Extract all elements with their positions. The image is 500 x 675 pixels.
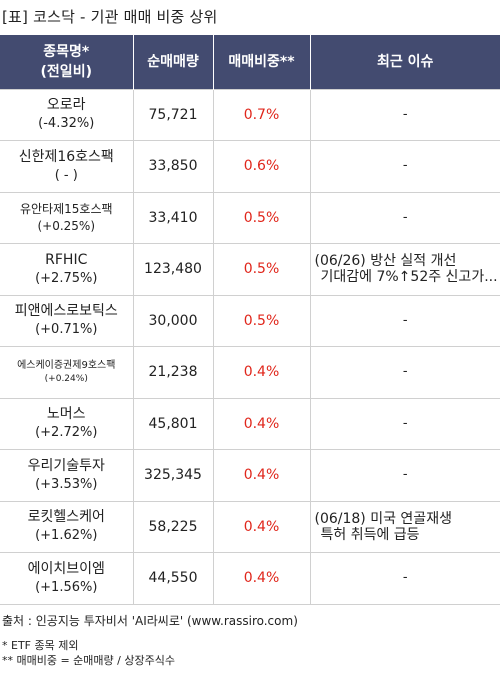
stock-name: 피앤에스로보틱스 bbox=[14, 303, 118, 320]
header-name: 종목명* (전일비) bbox=[0, 35, 133, 89]
table-row: 우리기술투자 (+3.53%) 325,345 0.4% - bbox=[0, 449, 500, 502]
net-volume: 30,000 bbox=[132, 295, 213, 347]
issue-line: - bbox=[402, 570, 408, 586]
table-row: 노머스 (+2.72%) 45,801 0.4% - bbox=[0, 398, 500, 450]
stock-name: 에스케이증권제9호스팩 bbox=[17, 359, 116, 371]
recent-issue: - bbox=[309, 140, 500, 193]
issue-line: - bbox=[402, 364, 408, 380]
stock-change: (+3.53%) bbox=[35, 476, 98, 492]
stock-name-cell: 피앤에스로보틱스 (+0.71%) bbox=[0, 295, 133, 347]
stock-change: (+1.62%) bbox=[35, 528, 98, 544]
stock-name: RFHIC bbox=[45, 251, 88, 268]
table-row: 에스케이증권제9호스팩 (+0.24%) 21,238 0.4% - bbox=[0, 346, 500, 399]
recent-issue: - bbox=[309, 192, 500, 244]
trading-ratio: 0.4% bbox=[212, 501, 310, 553]
stock-change: (-4.32%) bbox=[38, 116, 95, 132]
table-row: 신한제16호스팩 ( - ) 33,850 0.6% - bbox=[0, 140, 500, 193]
issue-line: (06/18) 미국 연골재생 bbox=[314, 510, 452, 527]
net-volume: 33,410 bbox=[132, 192, 213, 244]
trading-ratio: 0.4% bbox=[212, 398, 310, 450]
recent-issue: - bbox=[309, 346, 500, 399]
page-title: [표] 코스닥 - 기관 매매 비중 상위 bbox=[2, 8, 218, 26]
stock-name: 오로라 bbox=[46, 97, 86, 114]
issue-line: 기대감에 7%↑52주 신고가... bbox=[320, 269, 498, 286]
stock-name-cell: RFHIC (+2.75%) bbox=[0, 243, 133, 296]
stock-name-cell: 노머스 (+2.72%) bbox=[0, 398, 133, 450]
issue-line: - bbox=[402, 415, 408, 431]
stock-name: 신한제16호스팩 bbox=[18, 148, 114, 165]
net-volume: 325,345 bbox=[132, 449, 213, 502]
table-row: RFHIC (+2.75%) 123,480 0.5% (06/26) 방산 실적 개선… bbox=[0, 243, 500, 296]
recent-issue: - bbox=[309, 295, 500, 347]
stock-name: 유안타제15호스팩 bbox=[19, 201, 113, 216]
net-volume: 123,480 bbox=[132, 243, 213, 296]
stock-name-cell: 오로라 (-4.32%) bbox=[0, 88, 133, 141]
net-volume: 58,225 bbox=[132, 501, 213, 553]
stock-name: 로킷헬스케어 bbox=[27, 509, 105, 526]
table-row: 오로라 (-4.32%) 75,721 0.7% - bbox=[0, 88, 500, 141]
stock-name: 우리기술투자 bbox=[27, 457, 105, 474]
header-ratio: 매매비중** bbox=[212, 35, 310, 89]
table-row: 피앤에스로보틱스 (+0.71%) 30,000 0.5% - bbox=[0, 295, 500, 347]
recent-issue[interactable]: (06/18) 미국 연골재생 특허 취득에 급등 bbox=[309, 501, 500, 553]
trading-ratio: 0.4% bbox=[212, 346, 310, 399]
stock-change: (+0.24%) bbox=[44, 373, 88, 384]
trading-ratio: 0.6% bbox=[212, 140, 310, 193]
stock-change: (+2.72%) bbox=[35, 425, 98, 441]
trading-ratio: 0.4% bbox=[212, 449, 310, 502]
recent-issue: - bbox=[309, 398, 500, 450]
stock-change: ( - ) bbox=[54, 167, 78, 183]
footnote-etf: * ETF 종목 제외 bbox=[2, 639, 79, 652]
net-volume: 21,238 bbox=[132, 346, 213, 399]
net-volume: 44,550 bbox=[132, 552, 213, 605]
trading-ratio: 0.7% bbox=[212, 88, 310, 141]
stock-change: (+1.56%) bbox=[35, 579, 98, 595]
issue-line: (06/26) 방산 실적 개선 bbox=[314, 253, 457, 270]
stock-name-cell: 신한제16호스팩 ( - ) bbox=[0, 140, 133, 193]
source-note: 출처 : 인공지능 투자비서 'AI라씨로' (www.rassiro.com) bbox=[2, 614, 298, 628]
stock-name-cell: 로킷헬스케어 (+1.62%) bbox=[0, 501, 133, 553]
trading-ratio: 0.4% bbox=[212, 552, 310, 605]
trading-ratio: 0.5% bbox=[212, 192, 310, 244]
trading-ratio-table: 종목명* (전일비) 순매매량 매매비중** 최근 이슈 오로라 (-4.32%)… bbox=[0, 35, 500, 605]
stock-name: 에이치브이엠 bbox=[27, 560, 105, 577]
stock-name-cell: 유안타제15호스팩 (+0.25%) bbox=[0, 192, 133, 244]
trading-ratio: 0.5% bbox=[212, 295, 310, 347]
header-volume: 순매매량 bbox=[132, 35, 213, 89]
table-row: 로킷헬스케어 (+1.62%) 58,225 0.4% (06/18) 미국 연골재생 특… bbox=[0, 501, 500, 553]
issue-line: - bbox=[402, 467, 408, 483]
stock-change: (+0.25%) bbox=[37, 218, 96, 233]
net-volume: 33,850 bbox=[132, 140, 213, 193]
issue-line: 특허 취득에 급등 bbox=[320, 526, 420, 543]
issue-line: - bbox=[402, 158, 408, 174]
recent-issue[interactable]: (06/26) 방산 실적 개선 기대감에 7%↑52주 신고가... bbox=[309, 243, 500, 296]
net-volume: 75,721 bbox=[132, 88, 213, 141]
table-row: 에이치브이엠 (+1.56%) 44,550 0.4% - bbox=[0, 552, 500, 605]
recent-issue: - bbox=[309, 449, 500, 502]
issue-line: - bbox=[402, 312, 408, 328]
net-volume: 45,801 bbox=[132, 398, 213, 450]
table-header-row: 종목명* (전일비) 순매매량 매매비중** 최근 이슈 bbox=[0, 35, 500, 89]
stock-name-cell: 에이치브이엠 (+1.56%) bbox=[0, 552, 133, 605]
table-row: 유안타제15호스팩 (+0.25%) 33,410 0.5% - bbox=[0, 192, 500, 244]
header-issue: 최근 이슈 bbox=[309, 35, 500, 89]
stock-change: (+0.71%) bbox=[35, 322, 98, 338]
recent-issue: - bbox=[309, 88, 500, 141]
stock-name-cell: 에스케이증권제9호스팩 (+0.24%) bbox=[0, 346, 133, 399]
stock-name: 노머스 bbox=[46, 406, 86, 423]
issue-line: - bbox=[402, 209, 408, 225]
stock-name-cell: 우리기술투자 (+3.53%) bbox=[0, 449, 133, 502]
issue-line: - bbox=[402, 106, 408, 122]
recent-issue: - bbox=[309, 552, 500, 605]
stock-change: (+2.75%) bbox=[35, 270, 98, 286]
footnote-ratio: ** 매매비중 = 순매매량 / 상장주식수 bbox=[2, 654, 175, 667]
trading-ratio: 0.5% bbox=[212, 243, 310, 296]
